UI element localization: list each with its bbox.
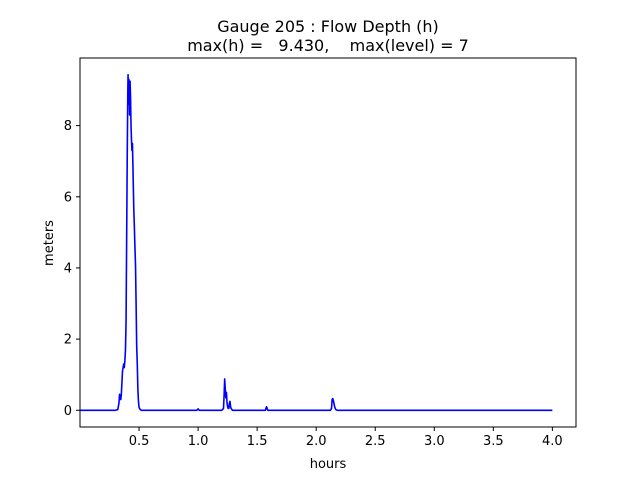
y-tick-label: 6 <box>64 190 72 205</box>
x-tick-label: 1.0 <box>188 434 209 449</box>
x-tick-label: 0.5 <box>129 434 150 449</box>
series-line-0 <box>80 73 553 412</box>
axes-frame <box>79 57 577 428</box>
chart-title-line1: Gauge 205 : Flow Depth (h) <box>217 17 439 36</box>
chart-title-line2: max(h) = 9.430, max(level) = 7 <box>187 36 469 55</box>
y-tick-label: 2 <box>64 333 72 348</box>
y-tick-label: 8 <box>64 119 72 134</box>
x-tick-label: 2.0 <box>306 434 327 449</box>
y-tick-label: 0 <box>64 404 72 419</box>
x-tick-label: 4.0 <box>542 434 563 449</box>
y-tick-label: 4 <box>64 261 72 276</box>
x-axis-label: hours <box>310 457 347 472</box>
plot-area: 0.5 1.0 1.5 2.0 2.5 3.0 3.5 4.0 0 2 4 6 8 <box>64 57 577 449</box>
x-tick-label: 3.0 <box>424 434 445 449</box>
x-tick-label: 3.5 <box>483 434 504 449</box>
y-axis-label: meters <box>42 220 57 266</box>
x-tick-label: 2.5 <box>365 434 386 449</box>
x-tick-label: 1.5 <box>247 434 268 449</box>
